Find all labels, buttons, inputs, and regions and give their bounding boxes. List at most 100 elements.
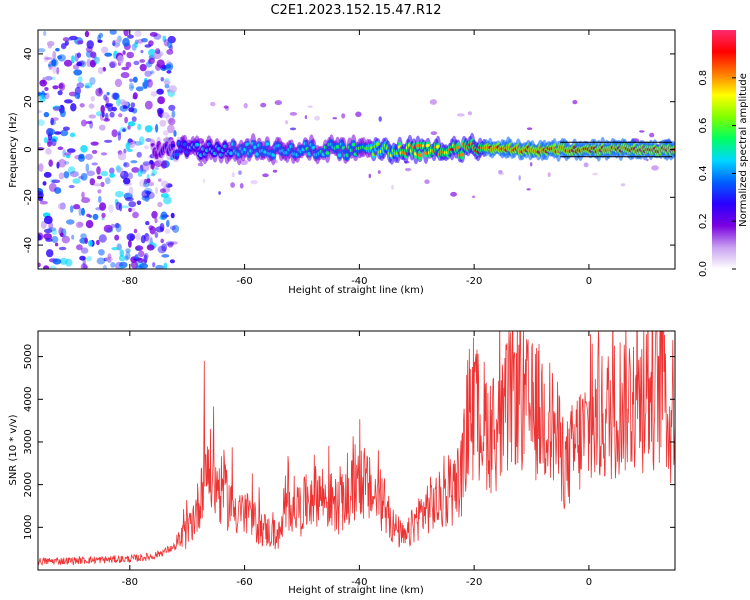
noise-speckle	[86, 213, 91, 218]
noise-speckle	[98, 195, 102, 203]
noise-speckle	[158, 178, 162, 182]
sparse-speckle	[240, 159, 248, 165]
noise-speckle	[48, 182, 57, 192]
noise-speckle	[111, 106, 117, 112]
noise-speckle	[139, 136, 145, 146]
noise-speckle	[100, 181, 105, 188]
noise-speckle	[135, 232, 141, 241]
noise-speckle	[131, 167, 140, 173]
noise-speckle	[89, 59, 96, 68]
sparse-speckle	[572, 100, 578, 105]
noise-speckle	[133, 228, 138, 234]
noise-speckle	[148, 57, 155, 65]
colorbar-tick-label: 0.2	[698, 213, 709, 229]
x-tick-label: -40	[351, 276, 367, 287]
noise-speckle	[170, 212, 175, 219]
noise-speckle	[100, 170, 109, 177]
noise-speckle	[123, 177, 131, 185]
noise-speckle	[51, 59, 57, 67]
noise-speckle	[163, 80, 171, 85]
colorbar	[712, 30, 736, 269]
noise-speckle	[58, 172, 65, 180]
band-core	[456, 145, 461, 150]
band-core	[335, 144, 340, 149]
noise-speckle	[108, 204, 114, 213]
noise-speckle	[71, 234, 75, 240]
noise-speckle	[121, 66, 130, 71]
noise-speckle	[39, 94, 46, 103]
noise-speckle	[69, 132, 76, 138]
noise-speckle	[103, 94, 108, 101]
noise-speckle	[55, 47, 60, 52]
noise-speckle	[150, 173, 155, 177]
noise-speckle	[136, 200, 142, 206]
noise-speckle	[151, 169, 157, 176]
noise-speckle	[160, 77, 165, 82]
noise-speckle	[124, 197, 134, 202]
noise-speckle	[132, 76, 138, 83]
noise-speckle	[64, 99, 73, 104]
heatmap-plot-area	[38, 30, 675, 269]
sparse-speckle	[355, 111, 362, 118]
noise-speckle	[38, 142, 41, 147]
noise-speckle	[161, 112, 170, 119]
noise-speckle	[61, 235, 70, 244]
noise-speckle	[45, 148, 52, 155]
noise-speckle	[149, 159, 154, 165]
sparse-speckle	[262, 173, 269, 178]
noise-speckle	[38, 234, 42, 241]
noise-speckle	[106, 91, 110, 96]
noise-speckle	[140, 235, 146, 244]
noise-speckle	[144, 79, 152, 83]
noise-speckle	[98, 249, 105, 256]
sparse-speckle	[391, 184, 394, 190]
noise-speckle	[69, 205, 74, 213]
noise-speckle	[116, 167, 123, 173]
noise-speckle	[127, 239, 132, 248]
noise-speckle	[73, 204, 81, 210]
noise-speckle	[130, 160, 138, 164]
noise-speckle	[117, 132, 122, 141]
noise-speckle	[97, 39, 103, 43]
noise-speckle	[81, 197, 91, 204]
noise-speckle	[114, 222, 120, 229]
noise-speckle	[62, 37, 70, 42]
noise-speckle	[89, 178, 96, 186]
noise-speckle	[102, 264, 108, 269]
sparse-speckle	[424, 179, 430, 184]
noise-speckle	[95, 111, 103, 117]
noise-speckle	[48, 159, 53, 167]
x-tick-label: -20	[466, 577, 482, 588]
noise-speckle	[44, 87, 49, 91]
noise-speckle	[122, 37, 130, 47]
band-core	[170, 143, 175, 148]
noise-speckle	[99, 202, 107, 211]
sparse-speckle	[592, 172, 599, 176]
noise-speckle	[123, 30, 129, 37]
noise-speckle	[145, 138, 152, 142]
noise-speckle	[63, 171, 70, 179]
snr-x-axis-label: Height of straight line (km)	[288, 585, 424, 596]
noise-speckle	[127, 34, 134, 39]
noise-speckle	[51, 76, 56, 81]
noise-speckle	[43, 215, 53, 225]
noise-speckle	[45, 238, 53, 242]
band-core	[460, 152, 465, 157]
x-tick-label: 0	[586, 577, 592, 588]
noise-speckle	[103, 118, 110, 122]
band-core	[195, 142, 199, 147]
noise-speckle	[160, 211, 168, 220]
noise-speckle	[74, 53, 79, 62]
sparse-speckle	[250, 180, 258, 185]
noise-speckle	[80, 247, 89, 254]
noise-speckle	[38, 48, 46, 53]
noise-speckle	[77, 40, 84, 45]
noise-speckle	[112, 40, 116, 47]
sparse-speckle	[518, 175, 521, 181]
sparse-speckle	[274, 100, 282, 106]
sparse-speckle	[239, 183, 244, 189]
noise-speckle	[62, 149, 67, 158]
noise-speckle	[43, 233, 53, 240]
sparse-speckle	[238, 170, 242, 175]
noise-speckle	[129, 78, 134, 83]
